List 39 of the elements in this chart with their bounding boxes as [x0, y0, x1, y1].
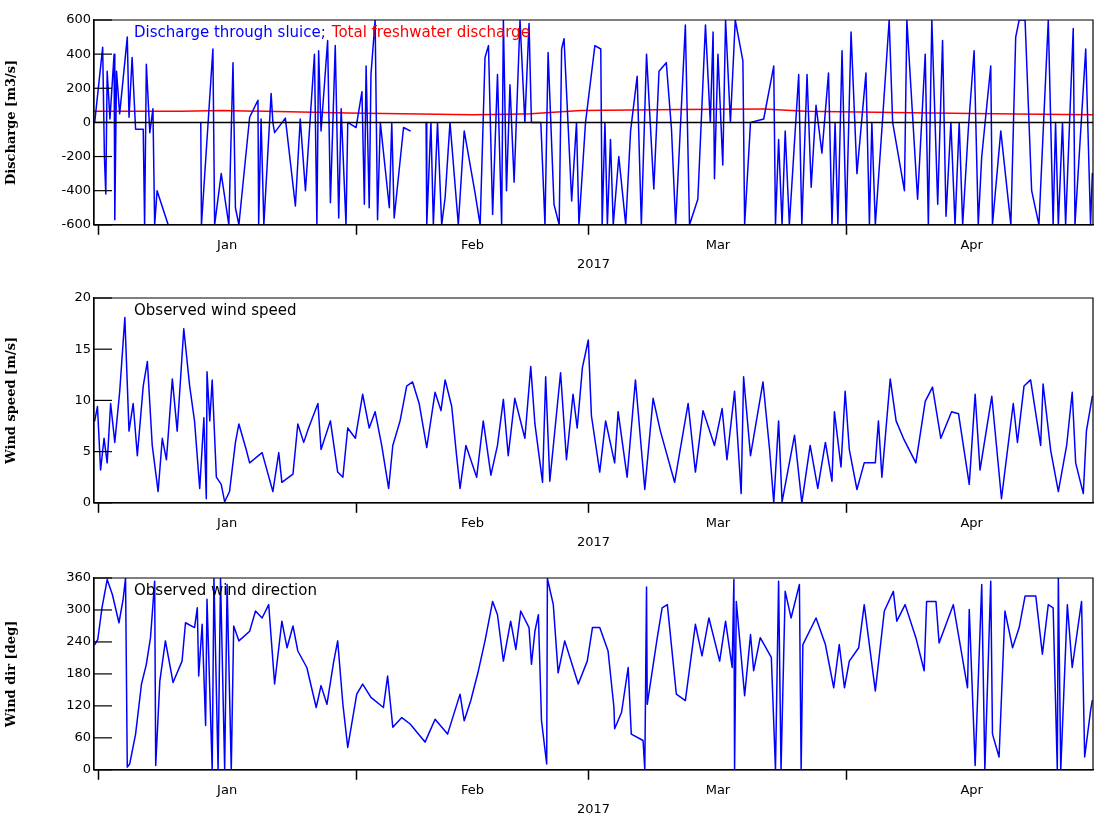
x-axis-title: 2017: [576, 533, 611, 549]
y-tick-label: -600: [61, 216, 91, 232]
x-tick-label: Jan: [216, 514, 238, 530]
x-tick-label: Feb: [461, 514, 485, 530]
y-tick-label: -200: [61, 147, 91, 163]
x-tick-label: Mar: [705, 514, 731, 530]
x-tick-label: Apr: [960, 236, 984, 252]
x-tick-label: Mar: [705, 236, 731, 252]
y-tick-label: 600: [66, 11, 91, 27]
y-tick-label: 240: [66, 633, 91, 649]
annotation: Observed wind speed: [134, 300, 297, 319]
y-tick-label: 5: [82, 442, 91, 458]
y-tick-label: 360: [66, 569, 91, 585]
y-axis-title: Wind speed [m/s]: [3, 336, 19, 465]
x-tick-label: Apr: [960, 781, 984, 797]
x-tick-label: Apr: [960, 514, 984, 530]
y-tick-label: 15: [74, 340, 91, 356]
y-tick-label: 180: [66, 665, 91, 681]
y-tick-label: 20: [74, 289, 91, 305]
y-tick-label: 0: [82, 113, 91, 129]
y-tick-label: 400: [66, 45, 91, 61]
series-label: Discharge through sluice;: [134, 22, 326, 41]
x-tick-label: Feb: [461, 236, 485, 252]
y-tick-label: -400: [61, 182, 91, 198]
x-tick-label: Jan: [216, 781, 238, 797]
x-axis-title: 2017: [576, 800, 611, 816]
y-tick-label: 10: [74, 391, 91, 407]
x-axis-title: 2017: [576, 255, 611, 271]
y-tick-label: 0: [82, 494, 91, 510]
y-tick-label: 60: [74, 729, 91, 745]
x-tick-label: Feb: [461, 781, 485, 797]
x-tick-label: Mar: [705, 781, 731, 797]
y-tick-label: 0: [82, 761, 91, 777]
x-tick-label: Jan: [216, 236, 238, 252]
y-axis-title: Wind dir [deg]: [3, 620, 19, 729]
y-tick-label: 200: [66, 79, 91, 95]
y-tick-label: 120: [66, 697, 91, 713]
y-tick-label: 300: [66, 601, 91, 617]
y-axis-title: Discharge [m3/s]: [3, 59, 19, 186]
